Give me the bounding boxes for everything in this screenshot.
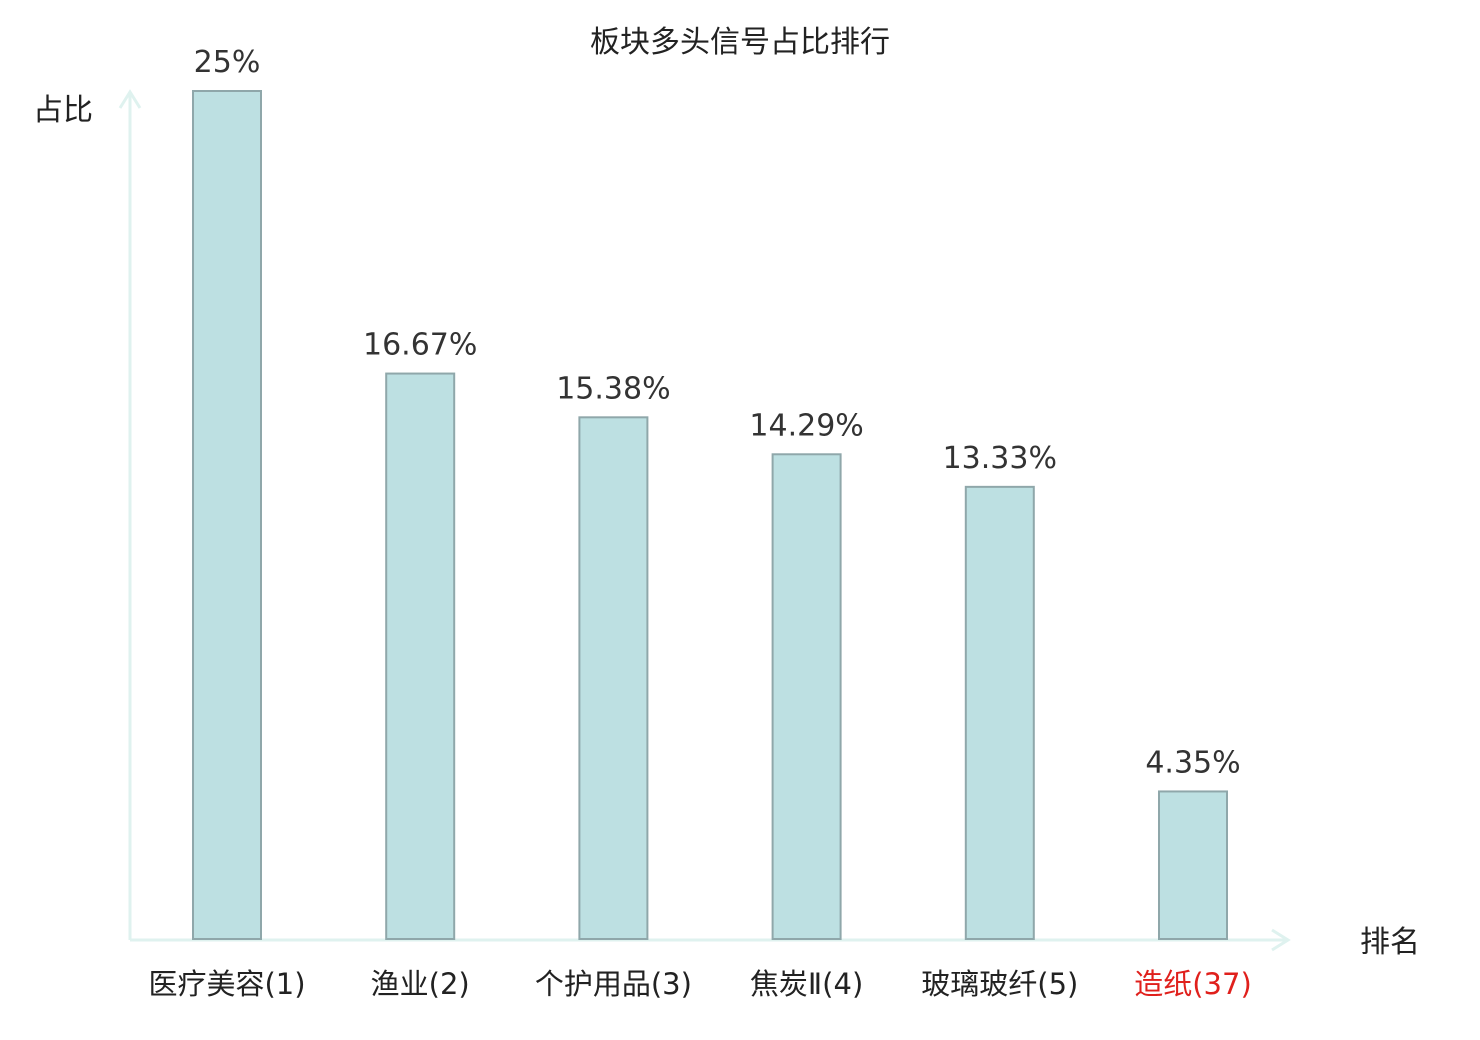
bar: [1158, 790, 1228, 940]
bar: [578, 416, 649, 940]
data-label: 16.67%: [363, 328, 477, 363]
data-label: 15.38%: [556, 371, 670, 406]
bar: [964, 485, 1035, 940]
bar: [192, 90, 262, 940]
chart-title: 板块多头信号占比排行: [590, 25, 890, 60]
x-axis-arrow: [1271, 928, 1291, 952]
data-label: 25%: [194, 45, 261, 80]
y-axis-label: 占比: [33, 93, 93, 128]
x-tick-label: 渔业(2): [371, 967, 470, 1001]
x-tick-label: 医疗美容(1): [148, 967, 305, 1001]
x-tick-label: 造纸(37): [1134, 967, 1252, 1001]
y-axis-arrow: [118, 89, 142, 109]
data-label: 13.33%: [943, 441, 1057, 476]
x-tick-label: 焦炭Ⅱ(4): [750, 967, 863, 1001]
x-tick-label: 玻璃玻纤(5): [921, 967, 1078, 1001]
x-axis-label: 排名: [1360, 925, 1420, 960]
x-tick-label: 个护用品(3): [535, 967, 692, 1001]
bars-group: 25% 医疗美容(1) 16.67% 渔业(2) 15.38% 个护用品(3) 14.29%…: [148, 45, 1251, 1001]
bar: [385, 372, 456, 940]
data-label: 4.35%: [1145, 745, 1240, 780]
bar: [771, 453, 842, 940]
data-label: 14.29%: [749, 408, 863, 443]
